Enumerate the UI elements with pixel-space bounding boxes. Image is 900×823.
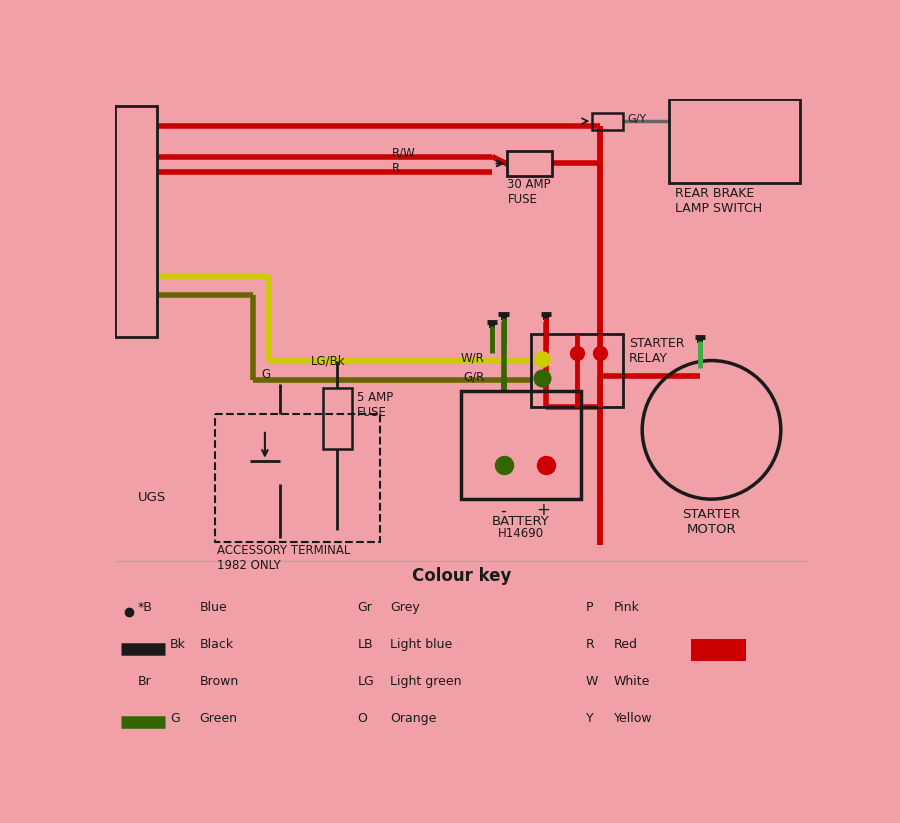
Text: BATTERY: BATTERY xyxy=(491,514,549,528)
Text: STARTER
RELAY: STARTER RELAY xyxy=(629,337,685,365)
Text: Gr: Gr xyxy=(357,601,373,614)
Text: Orange: Orange xyxy=(391,712,436,725)
Text: Blue: Blue xyxy=(200,601,227,614)
Text: Pink: Pink xyxy=(614,601,640,614)
Text: Black: Black xyxy=(200,638,234,651)
Text: O: O xyxy=(357,712,367,725)
Bar xyxy=(322,388,352,449)
Text: LG: LG xyxy=(357,675,374,688)
Text: R: R xyxy=(392,162,400,175)
Text: G: G xyxy=(170,712,180,725)
Text: P: P xyxy=(586,601,593,614)
Bar xyxy=(508,151,552,176)
Text: LB: LB xyxy=(357,638,373,651)
Text: W/R: W/R xyxy=(461,351,484,365)
Text: STARTER
MOTOR: STARTER MOTOR xyxy=(682,509,741,537)
Text: Y: Y xyxy=(586,712,594,725)
Text: Br: Br xyxy=(138,675,151,688)
Text: Brown: Brown xyxy=(200,675,239,688)
Text: Red: Red xyxy=(614,638,638,651)
Text: R: R xyxy=(586,638,595,651)
Text: G/R: G/R xyxy=(464,370,484,384)
Text: Light green: Light green xyxy=(391,675,462,688)
Text: G: G xyxy=(261,368,270,381)
Text: *B: *B xyxy=(138,601,153,614)
Text: White: White xyxy=(614,675,650,688)
Text: REAR BRAKE
LAMP SWITCH: REAR BRAKE LAMP SWITCH xyxy=(675,188,762,216)
Text: Yellow: Yellow xyxy=(614,712,652,725)
Text: Grey: Grey xyxy=(391,601,420,614)
Bar xyxy=(215,415,381,542)
Text: Green: Green xyxy=(200,712,238,725)
Bar xyxy=(115,106,158,337)
Text: R/W: R/W xyxy=(392,146,416,160)
Bar xyxy=(461,392,580,500)
Text: 30 AMP
FUSE: 30 AMP FUSE xyxy=(508,178,551,206)
Bar xyxy=(669,99,800,184)
Bar xyxy=(690,639,746,661)
Text: Colour key: Colour key xyxy=(411,567,511,585)
Text: 5 AMP
FUSE: 5 AMP FUSE xyxy=(357,392,393,420)
Text: -: - xyxy=(500,501,507,519)
Text: H14690: H14690 xyxy=(498,527,544,540)
Text: Light blue: Light blue xyxy=(391,638,453,651)
Text: W: W xyxy=(586,675,598,688)
Bar xyxy=(592,113,623,129)
Text: ACCESSORY TERMINAL
1982 ONLY: ACCESSORY TERMINAL 1982 ONLY xyxy=(217,544,350,572)
Text: +: + xyxy=(536,501,551,519)
Bar xyxy=(530,333,623,407)
Text: G/Y: G/Y xyxy=(627,114,647,124)
Text: UGS: UGS xyxy=(138,491,166,504)
Text: LG/Bk: LG/Bk xyxy=(311,355,346,367)
Text: Bk: Bk xyxy=(170,638,186,651)
